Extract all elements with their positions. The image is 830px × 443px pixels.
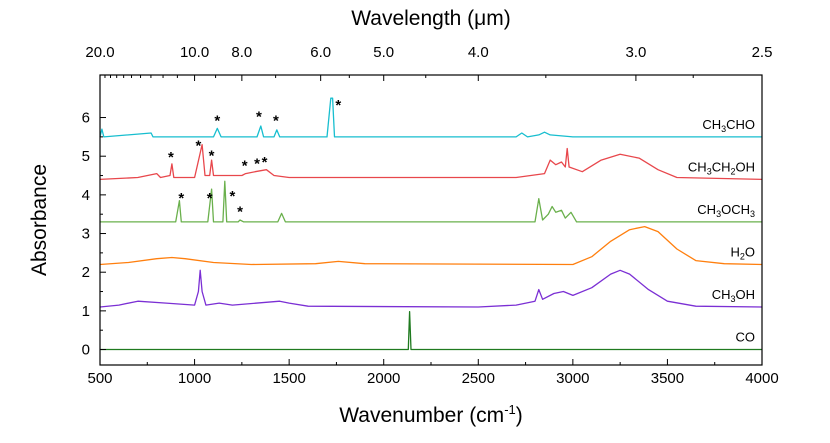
series-label-1-part-0: CH	[688, 159, 707, 174]
series-line-2	[100, 180, 762, 223]
series-label-5: CO	[736, 330, 756, 345]
series-label-3-part-2: O	[745, 245, 755, 260]
top-axis: 20.0 10.0 8.0 6.0 5.0 4.0 3.0 2.5	[85, 44, 772, 81]
series-label-1-part-4: OH	[736, 159, 756, 174]
x-axis-title-close: )	[516, 404, 523, 427]
top-tick-label-0: 20.0	[85, 44, 114, 61]
series-label-2-part-1: 3	[716, 209, 721, 219]
top-tick-label-3: 6.0	[310, 44, 331, 61]
x-tick-label-1: 1000	[178, 370, 211, 387]
x-tick-label-7: 4000	[745, 370, 778, 387]
peak-marker-0-1: *	[256, 109, 262, 126]
peak-marker-1-1: *	[195, 138, 201, 155]
series-line-5	[100, 310, 762, 351]
series-label-3: H2O	[730, 245, 755, 262]
y-axis-title: Absorbance	[28, 164, 51, 276]
series-label-2-part-2: OCH	[721, 202, 750, 217]
left-axis: 0 1 2 3 4 5 6	[82, 110, 106, 359]
series-label-1-part-2: CH	[712, 159, 731, 174]
peak-marker-2-0: *	[178, 190, 184, 207]
y-tick-label-4: 4	[82, 187, 90, 204]
y-tick-label-1: 1	[82, 303, 90, 320]
series-label-1: CH3CH2OH	[688, 159, 755, 176]
series-label-2: CH3OCH3	[697, 202, 755, 219]
top-tick-label-5: 4.0	[468, 44, 489, 61]
x-tick-label-6: 3500	[651, 370, 684, 387]
series-label-4: CH3OH	[712, 287, 755, 304]
x-axis-title: Wavenumber (cm-1)	[339, 402, 523, 427]
series-label-4-part-1: 3	[730, 294, 735, 304]
peak-marker-1-0: *	[168, 149, 174, 166]
series-label-2-part-0: CH	[697, 202, 716, 217]
y-tick-label-3: 3	[82, 226, 90, 243]
series-label-0-part-2: CHO	[726, 117, 755, 132]
plot-frame	[99, 74, 763, 366]
series-layer	[99, 97, 763, 351]
peak-marker-1-4: *	[254, 155, 260, 172]
peak-marker-2-3: *	[237, 203, 243, 220]
series-label-1-part-3: 2	[730, 166, 735, 176]
series-line-0	[99, 97, 762, 138]
x-axis-title-superscript: -1	[504, 402, 516, 417]
peak-marker-2-1: *	[207, 190, 213, 207]
peak-marker-2-2: *	[229, 188, 235, 205]
top-tick-label-7: 2.5	[752, 44, 773, 61]
series-label-5-part-0: CO	[736, 330, 756, 345]
peak-marker-1-3: *	[242, 158, 248, 175]
series-label-3-part-1: 2	[740, 252, 745, 262]
top-tick-label-6: 3.0	[625, 44, 646, 61]
x-tick-label-4: 2500	[462, 370, 495, 387]
y-tick-label-5: 5	[82, 148, 90, 165]
labels-layer: CH3CHO* * **CH3CH2OH**** * *CH3OCH3* * **H2OCH…	[168, 97, 755, 345]
y-tick-label-0: 0	[82, 342, 90, 359]
peak-marker-0-2: *	[273, 113, 279, 130]
peak-marker-1-5: *	[262, 154, 268, 171]
top-axis-title: Wavelength (μm)	[351, 7, 511, 30]
series-line-3	[99, 225, 763, 266]
series-line-4	[99, 269, 763, 308]
series-label-1-part-1: 3	[707, 166, 712, 176]
series-line-1	[99, 143, 763, 181]
x-axis-title-main: Wavenumber (cm	[339, 404, 504, 427]
series-label-2-part-3: 3	[750, 209, 755, 219]
series-label-0-part-1: 3	[721, 124, 726, 134]
x-tick-label-3: 2000	[367, 370, 400, 387]
series-label-0: CH3CHO	[702, 117, 755, 134]
top-tick-label-4: 5.0	[373, 44, 394, 61]
series-label-4-part-2: OH	[736, 287, 756, 302]
y-tick-label-6: 6	[82, 110, 90, 127]
series-label-4-part-0: CH	[712, 287, 731, 302]
peak-marker-1-2: *	[209, 147, 215, 164]
top-tick-label-1: 10.0	[180, 44, 209, 61]
x-tick-label-0: 500	[87, 370, 112, 387]
top-tick-label-2: 8.0	[231, 44, 252, 61]
bottom-axis: 500 1000 1500 2000 2500 3000 3500 4000	[87, 359, 779, 387]
y-tick-label-2: 2	[82, 264, 90, 281]
x-tick-label-5: 3000	[556, 370, 589, 387]
series-label-0-part-0: CH	[702, 117, 721, 132]
series-label-3-part-0: H	[730, 245, 739, 260]
peak-marker-0-3: *	[335, 97, 341, 114]
peak-marker-0-0: *	[214, 113, 220, 130]
x-tick-label-2: 1500	[272, 370, 305, 387]
